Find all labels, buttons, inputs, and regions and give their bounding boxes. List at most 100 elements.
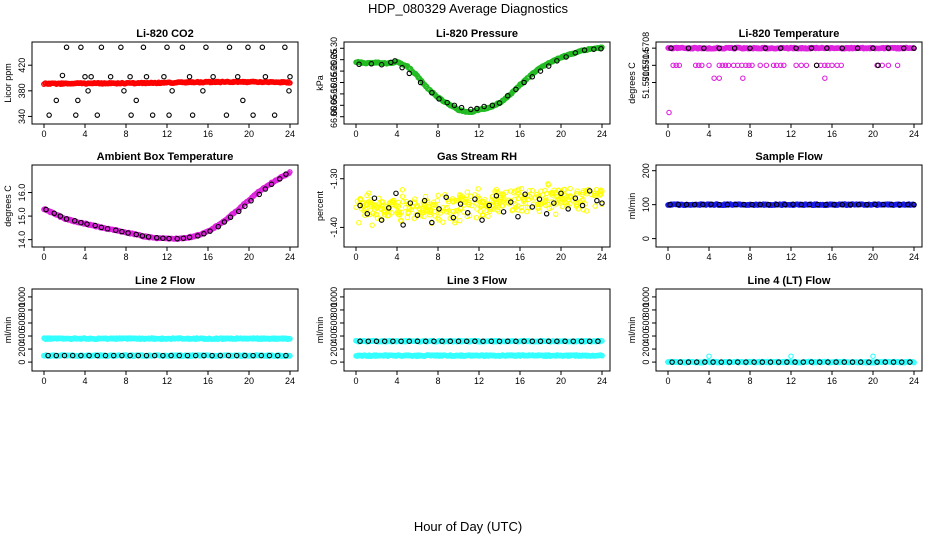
data-point	[675, 201, 681, 208]
y-axis-label: degrees C	[3, 185, 13, 227]
data-point	[436, 96, 442, 102]
data-point	[784, 359, 790, 365]
data-point	[496, 100, 503, 106]
data-point	[734, 359, 741, 365]
data-point	[484, 207, 490, 214]
data-point	[145, 234, 152, 240]
data-point	[554, 338, 560, 344]
y-tick-label: 0	[641, 360, 651, 365]
data-point	[256, 191, 262, 198]
data-point	[161, 73, 167, 80]
y-tick-label: 400	[329, 329, 339, 344]
data-point	[192, 352, 199, 359]
panel-title: Gas Stream RH	[437, 151, 517, 163]
x-tick-label: 20	[868, 252, 878, 262]
y-tick-label: 1000	[17, 287, 27, 307]
y-tick-label: 420	[17, 58, 27, 73]
panel-title: Li-820 Pressure	[436, 28, 518, 40]
data-point	[398, 338, 404, 344]
data-point	[875, 62, 881, 69]
y-tick-label: 51.5708	[641, 32, 651, 65]
data-point	[722, 62, 729, 69]
data-point	[566, 196, 572, 203]
data-point	[368, 61, 375, 67]
data-point	[412, 196, 418, 202]
data-point	[421, 197, 428, 204]
y-axis-label: degrees C	[627, 62, 637, 104]
data-point	[402, 204, 409, 211]
data-point	[537, 68, 544, 74]
data-point	[143, 73, 150, 80]
data-point	[475, 186, 481, 192]
data-point	[53, 97, 60, 104]
data-point	[125, 230, 131, 236]
data-point	[741, 201, 747, 208]
data-point	[685, 45, 692, 51]
data-point	[457, 201, 464, 207]
data-point	[702, 359, 708, 365]
y-axis-label: kPa	[315, 75, 325, 91]
data-point	[274, 352, 281, 359]
data-point	[392, 202, 399, 209]
data-point	[73, 112, 79, 118]
data-point	[119, 352, 125, 359]
data-point	[554, 199, 560, 205]
data-point	[447, 210, 453, 216]
data-point	[223, 112, 230, 118]
data-point	[154, 235, 160, 241]
data-point	[706, 62, 712, 69]
x-tick-label: 20	[556, 252, 566, 262]
data-point	[189, 112, 196, 118]
data-point	[245, 44, 251, 51]
data-point	[803, 62, 810, 69]
y-axis-label: ml/min	[627, 317, 637, 344]
data-point	[551, 200, 557, 206]
data-point	[529, 74, 536, 80]
x-tick-label: 12	[786, 252, 796, 262]
data-point	[529, 338, 536, 344]
data-point	[462, 199, 468, 206]
data-point	[488, 338, 495, 344]
x-tick-label: 0	[665, 252, 670, 262]
data-point	[595, 338, 601, 344]
data-point	[287, 73, 293, 80]
data-point	[870, 45, 876, 51]
data-point	[240, 97, 246, 104]
data-point	[522, 197, 528, 203]
series-sparse	[45, 352, 289, 359]
data-point	[447, 215, 453, 222]
x-tick-label: 8	[123, 129, 128, 139]
data-point	[586, 338, 593, 344]
series-sparse	[356, 45, 604, 113]
x-tick-label: 20	[868, 376, 878, 386]
data-point	[366, 190, 372, 196]
data-point	[777, 62, 784, 69]
data-point	[464, 213, 470, 220]
data-point	[242, 203, 248, 209]
data-point	[581, 47, 588, 53]
data-point	[896, 201, 903, 208]
data-point	[800, 359, 807, 365]
x-tick-label: 20	[556, 129, 566, 139]
data-point	[84, 221, 90, 227]
data-point	[118, 44, 124, 51]
data-point	[900, 45, 907, 51]
y-tick-label: 1000	[641, 287, 651, 307]
data-point	[392, 58, 398, 64]
y-tick-label: -1.30	[329, 168, 339, 189]
data-point	[695, 62, 702, 69]
panel-8: Line 4 (LT) Flow 0 4 8 12 16 20 24 0 200400600800…	[627, 275, 923, 386]
data-point	[236, 208, 242, 215]
y-tick-label: 1000	[329, 287, 339, 307]
panel-4: Gas Stream RH 0 4 8 12 16 20 24 -1.40 -1.30 percen…	[315, 151, 611, 262]
x-tick-label: 0	[665, 376, 670, 386]
plot-frame	[343, 164, 611, 248]
x-tick-label: 8	[123, 252, 128, 262]
data-point	[513, 204, 519, 210]
series-sparse	[43, 171, 289, 242]
data-point	[365, 338, 372, 344]
data-point	[545, 63, 552, 69]
data-point	[847, 201, 854, 208]
data-point	[435, 215, 441, 221]
x-tick-label: 0	[665, 129, 670, 139]
